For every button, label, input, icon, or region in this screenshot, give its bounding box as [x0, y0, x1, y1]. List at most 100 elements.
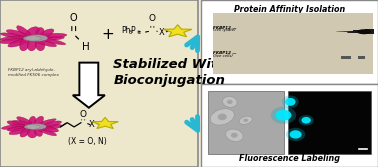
Ellipse shape: [227, 100, 233, 104]
Bar: [347, 31, 349, 33]
Bar: [370, 29, 373, 34]
Polygon shape: [92, 117, 118, 129]
Ellipse shape: [7, 121, 28, 129]
Ellipse shape: [26, 124, 46, 130]
Ellipse shape: [301, 117, 311, 124]
Bar: [368, 29, 370, 34]
Ellipse shape: [35, 28, 44, 37]
Bar: [344, 31, 347, 32]
Bar: [358, 30, 361, 33]
Text: X: X: [89, 120, 95, 129]
Ellipse shape: [28, 116, 36, 126]
Ellipse shape: [33, 38, 56, 47]
Ellipse shape: [23, 36, 41, 41]
Bar: [340, 31, 342, 32]
FancyArrow shape: [73, 63, 105, 108]
Ellipse shape: [223, 97, 237, 107]
FancyBboxPatch shape: [288, 91, 371, 154]
Text: O: O: [70, 13, 77, 23]
Text: O: O: [149, 14, 156, 23]
Ellipse shape: [41, 121, 62, 128]
Ellipse shape: [226, 129, 243, 141]
FancyBboxPatch shape: [213, 13, 373, 74]
Text: FKBP12 aryl-aldehyde-
modified FK506 complex: FKBP12 aryl-aldehyde- modified FK506 com…: [8, 68, 59, 77]
Text: (X = O, N): (X = O, N): [68, 137, 106, 146]
Ellipse shape: [12, 120, 30, 126]
Ellipse shape: [41, 124, 62, 130]
Bar: [366, 29, 369, 34]
Ellipse shape: [35, 36, 64, 41]
Ellipse shape: [24, 125, 40, 129]
Ellipse shape: [20, 128, 31, 137]
Bar: [357, 30, 360, 33]
Bar: [352, 31, 355, 33]
Ellipse shape: [7, 126, 28, 131]
Ellipse shape: [33, 116, 43, 128]
Text: +: +: [101, 27, 114, 42]
Bar: [342, 31, 345, 32]
Ellipse shape: [26, 35, 48, 41]
Ellipse shape: [239, 116, 252, 124]
Bar: [337, 31, 340, 32]
Bar: [372, 29, 374, 34]
Ellipse shape: [6, 30, 26, 37]
Text: (live cells): (live cells): [213, 54, 233, 58]
Ellipse shape: [210, 109, 234, 125]
Text: 3: 3: [128, 30, 132, 35]
Text: Fluorescence Labeling: Fluorescence Labeling: [239, 154, 341, 163]
Ellipse shape: [271, 107, 296, 124]
Ellipse shape: [276, 110, 291, 121]
Ellipse shape: [17, 26, 32, 38]
Ellipse shape: [40, 33, 67, 38]
Bar: [356, 30, 358, 33]
Ellipse shape: [37, 29, 54, 39]
FancyBboxPatch shape: [208, 91, 284, 154]
Ellipse shape: [37, 128, 56, 136]
Text: H: H: [82, 42, 90, 52]
Ellipse shape: [286, 128, 305, 141]
Ellipse shape: [231, 133, 238, 138]
Text: Ph: Ph: [121, 26, 130, 35]
FancyBboxPatch shape: [0, 0, 198, 167]
Bar: [369, 29, 372, 34]
Polygon shape: [163, 25, 192, 37]
Text: Stabilized Wittig
Bioconjugation: Stabilized Wittig Bioconjugation: [113, 58, 238, 87]
Ellipse shape: [35, 119, 56, 126]
Ellipse shape: [0, 39, 24, 44]
Bar: [350, 31, 353, 33]
Ellipse shape: [8, 39, 28, 47]
Ellipse shape: [27, 129, 37, 138]
Text: O: O: [80, 110, 87, 119]
Ellipse shape: [2, 124, 25, 129]
Ellipse shape: [40, 126, 59, 132]
Ellipse shape: [0, 33, 25, 39]
Ellipse shape: [243, 119, 248, 122]
Bar: [364, 30, 366, 34]
Text: FKBP12 —: FKBP12 —: [213, 51, 236, 55]
FancyBboxPatch shape: [201, 0, 378, 84]
Bar: [360, 30, 363, 34]
Ellipse shape: [299, 115, 314, 126]
FancyBboxPatch shape: [201, 84, 378, 167]
Ellipse shape: [285, 98, 296, 106]
Ellipse shape: [290, 130, 302, 139]
Ellipse shape: [282, 96, 299, 108]
Bar: [361, 30, 364, 34]
Text: Protein Affinity Isolation: Protein Affinity Isolation: [234, 5, 345, 14]
Bar: [365, 30, 368, 34]
Bar: [341, 56, 351, 59]
Ellipse shape: [0, 36, 26, 41]
Bar: [358, 56, 365, 59]
Bar: [355, 30, 357, 33]
Ellipse shape: [40, 38, 66, 45]
Text: P: P: [130, 26, 135, 35]
Bar: [345, 31, 348, 32]
Bar: [349, 31, 352, 33]
Ellipse shape: [357, 29, 371, 34]
Bar: [341, 31, 344, 32]
Ellipse shape: [27, 38, 37, 51]
Ellipse shape: [218, 114, 227, 120]
Bar: [348, 31, 350, 33]
Text: X: X: [158, 28, 164, 37]
Bar: [363, 30, 365, 34]
